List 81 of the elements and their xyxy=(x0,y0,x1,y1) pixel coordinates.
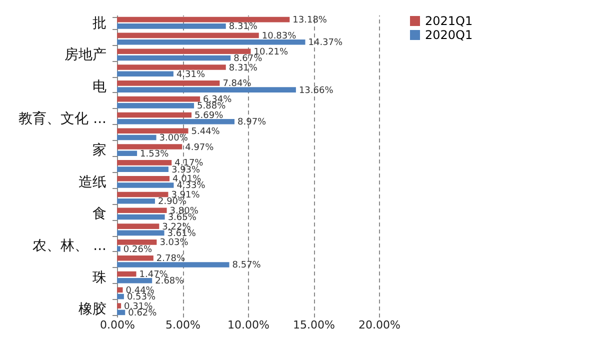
bar xyxy=(117,240,157,245)
data-label: 8.97% xyxy=(238,118,267,128)
x-tick-label: 15.00% xyxy=(293,318,335,332)
bar xyxy=(117,303,122,308)
x-tick-label: 10.00% xyxy=(228,318,270,332)
data-label: 2.68% xyxy=(155,276,184,287)
bar xyxy=(117,24,226,29)
data-label: 7.84% xyxy=(222,79,252,90)
bar xyxy=(117,64,226,70)
bar xyxy=(117,287,123,293)
x-tick-label: 5.00% xyxy=(166,318,200,332)
bar xyxy=(117,198,155,204)
bar xyxy=(117,262,230,268)
data-label: 1.53% xyxy=(140,149,170,160)
bar xyxy=(117,294,124,300)
y-tick-label: 房地产 xyxy=(64,47,106,64)
data-label: 8.31% xyxy=(228,22,258,32)
data-label: 13.66% xyxy=(298,86,334,96)
data-label: 3.03% xyxy=(160,238,189,248)
y-tick-label: 家 xyxy=(92,142,106,159)
data-label: 4.97% xyxy=(185,142,214,153)
data-label: 3.00% xyxy=(159,134,188,144)
bar xyxy=(117,150,138,156)
data-label: 8.57% xyxy=(232,260,262,271)
data-label: 4.33% xyxy=(176,181,206,192)
bar xyxy=(117,166,168,172)
bar xyxy=(117,16,290,22)
y-tick-label: 批 xyxy=(92,15,106,32)
y-tick-label: 珠 xyxy=(92,270,106,286)
data-label: 14.37% xyxy=(308,38,344,48)
data-label: 8.67% xyxy=(234,54,263,64)
bar xyxy=(117,182,174,188)
data-label: 10.83% xyxy=(262,31,297,42)
bar xyxy=(117,80,220,86)
bar xyxy=(117,55,231,61)
data-label: 2.78% xyxy=(156,254,186,264)
bar xyxy=(117,278,152,284)
bar xyxy=(117,230,164,236)
y-tick-label: 橡胶 xyxy=(78,302,106,318)
data-label: 0.53% xyxy=(126,292,156,303)
data-label: 0.62% xyxy=(128,308,158,318)
y-tick-label: 电 xyxy=(92,78,106,95)
data-label: 3.61% xyxy=(167,228,196,239)
bar xyxy=(117,214,165,220)
x-tick-label: 0.00% xyxy=(100,318,135,332)
data-label: 13.18% xyxy=(292,16,328,26)
data-label: 5.69% xyxy=(194,110,224,121)
y-tick-label: 农、林、 ... xyxy=(32,238,106,254)
bar xyxy=(117,271,136,277)
bar xyxy=(117,255,154,261)
data-label: 0.26% xyxy=(123,244,152,255)
y-tick-label: 食 xyxy=(92,206,106,222)
x-tick-label: 20.00% xyxy=(358,318,400,332)
legend-label: 2020Q1 xyxy=(425,28,473,42)
bar xyxy=(117,96,200,102)
y-tick-label: 教育、文化 ... xyxy=(18,110,106,127)
bar xyxy=(117,176,170,182)
bar xyxy=(117,144,182,150)
legend-label: 2021Q1 xyxy=(425,14,473,28)
data-label: 8.31% xyxy=(228,63,258,74)
bar xyxy=(117,208,167,214)
bar xyxy=(117,39,306,45)
bar xyxy=(117,160,172,166)
data-label: 5.44% xyxy=(191,126,220,137)
bar xyxy=(117,87,296,92)
bar xyxy=(117,103,194,108)
bar xyxy=(117,246,120,252)
bar xyxy=(117,128,188,134)
bar xyxy=(117,192,168,198)
bar xyxy=(117,224,160,229)
bar xyxy=(117,118,235,124)
bar xyxy=(117,112,192,118)
bar xyxy=(117,48,251,54)
bar xyxy=(117,71,174,77)
bar xyxy=(117,134,156,140)
bar xyxy=(117,32,259,38)
data-label: 2.90% xyxy=(158,197,188,208)
y-tick-label: 造纸 xyxy=(78,174,106,190)
data-label: 5.88% xyxy=(197,102,226,112)
bar xyxy=(117,310,126,316)
data-label: 4.31% xyxy=(176,70,206,80)
